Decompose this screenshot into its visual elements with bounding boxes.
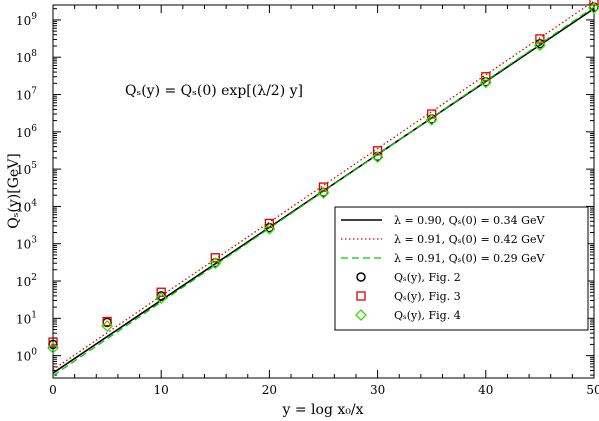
series-layer xyxy=(47,0,599,377)
data-point-square xyxy=(481,72,491,82)
y-tick-exponent: 0 xyxy=(31,348,37,358)
y-tick-exponent: 4 xyxy=(31,198,37,208)
data-point-square xyxy=(210,253,220,263)
data-point-diamond xyxy=(533,39,546,52)
data-point-square xyxy=(535,34,545,44)
legend-marker-diamond xyxy=(355,309,367,321)
plot-area xyxy=(52,4,595,379)
series-line-dashed xyxy=(52,6,595,377)
legend: λ = 0.90, Qₛ(0) = 0.34 GeV λ = 0.91, Qₛ(0… xyxy=(334,206,589,331)
y-tick-exponent: 5 xyxy=(31,161,37,171)
data-point-square xyxy=(318,182,329,192)
legend-label: λ = 0.91, Qₛ(0) = 0.42 GeV xyxy=(394,233,545,246)
legend-label: Qₛ(y), Fig. 2 xyxy=(394,271,461,284)
y-tick-exponent: 6 xyxy=(31,124,37,134)
data-point-diamond xyxy=(101,320,114,332)
data-point-square xyxy=(48,337,58,347)
x-tick-label: 10 xyxy=(154,383,169,397)
y-tick-label: 106 xyxy=(16,124,37,140)
data-point-square xyxy=(156,287,166,297)
legend-label: λ = 0.91, Qₛ(0) = 0.29 GeV xyxy=(394,252,545,265)
y-tick-exponent: 1 xyxy=(31,310,37,320)
data-point-diamond xyxy=(371,151,384,164)
y-tick-label: 109 xyxy=(16,12,37,28)
formula-annotation: Qₛ(y) = Qₛ(0) exp[(λ/2) y] xyxy=(125,83,303,99)
y-tick-exponent: 8 xyxy=(31,49,37,59)
legend-marker-circle xyxy=(356,272,366,282)
data-point-diamond xyxy=(317,187,330,199)
data-point-diamond xyxy=(47,342,59,354)
y-tick-label: 103 xyxy=(16,236,37,252)
data-point-square xyxy=(102,316,112,327)
legend-box xyxy=(334,206,589,331)
x-tick-label: 50 xyxy=(586,383,599,397)
data-point-diamond xyxy=(263,222,276,235)
legend-label: λ = 0.90, Qₛ(0) = 0.34 GeV xyxy=(394,214,545,227)
legend-label: Qₛ(y), Fig. 4 xyxy=(394,309,461,322)
x-tick-label: 0 xyxy=(49,383,57,397)
y-tick-label: 102 xyxy=(16,273,37,289)
x-tick-label: 20 xyxy=(262,383,277,397)
series-line-dotted xyxy=(52,0,595,371)
data-point-square xyxy=(427,109,437,119)
data-point-square xyxy=(372,146,383,156)
data-point-diamond xyxy=(155,292,168,304)
data-point-diamond xyxy=(588,1,599,14)
data-point-square xyxy=(589,0,599,6)
y-tick-exponent: 2 xyxy=(31,273,37,283)
y-tick-label: 100 xyxy=(16,348,37,364)
y-tick-exponent: 7 xyxy=(31,87,37,97)
legend-marker-square xyxy=(356,291,366,301)
data-point-diamond xyxy=(479,76,492,89)
y-tick-exponent: 9 xyxy=(31,12,37,22)
data-point-square xyxy=(264,218,275,229)
legend-label: Qₛ(y), Fig. 3 xyxy=(394,290,461,303)
y-tick-label: 108 xyxy=(16,49,37,65)
y-tick-label: 101 xyxy=(16,310,37,326)
x-axis-ticks: 0 10 20 30 40 50 xyxy=(49,5,599,397)
x-tick-label: 30 xyxy=(370,383,385,397)
data-point-diamond xyxy=(209,257,222,270)
y-axis-label: Qₛ(y)[GeV] xyxy=(6,153,22,229)
x-axis-label: y = log x₀/x xyxy=(282,402,364,418)
data-point-diamond xyxy=(425,113,438,126)
x-tick-label: 40 xyxy=(478,383,493,397)
y-tick-label: 107 xyxy=(16,87,37,103)
y-tick-exponent: 3 xyxy=(31,236,37,246)
